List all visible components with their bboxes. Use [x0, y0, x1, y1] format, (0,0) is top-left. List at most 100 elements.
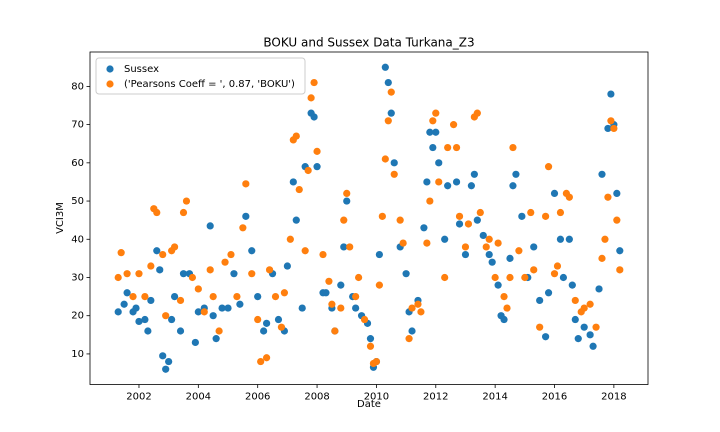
scatter-point: [435, 178, 443, 186]
scatter-point: [257, 357, 265, 366]
scatter-point: [170, 243, 179, 251]
scatter-point: [322, 289, 330, 297]
scatter-point: [574, 335, 582, 343]
scatter-point: [352, 292, 360, 301]
scatter-point: [132, 304, 140, 312]
scatter-point: [260, 327, 268, 335]
plot-frame: [89, 51, 649, 385]
scatter-point: [242, 212, 250, 220]
scatter-point: [399, 239, 407, 247]
scatter-point: [209, 292, 217, 301]
scatter-point: [343, 197, 351, 205]
scatter-point: [141, 315, 149, 324]
scatter-point: [586, 300, 594, 308]
y-tick-label: 20: [71, 311, 84, 322]
scatter-point: [310, 113, 318, 121]
scatter-point: [601, 235, 609, 243]
scatter-point: [470, 170, 478, 178]
scatter-point: [494, 239, 502, 247]
scatter-point: [512, 170, 520, 178]
scatter-point: [277, 323, 286, 331]
scatter-point: [426, 197, 434, 205]
scatter-point: [144, 327, 152, 335]
scatter-point: [491, 273, 499, 282]
scatter-point: [455, 220, 464, 228]
scatter-point: [414, 300, 422, 308]
scatter-point: [432, 128, 440, 136]
scatter-point: [571, 315, 579, 324]
scatter-point: [586, 331, 594, 339]
scatter-point: [503, 304, 511, 312]
scatter-point: [147, 262, 155, 270]
scatter-point: [408, 327, 416, 335]
scatter-point: [162, 365, 170, 373]
legend-marker: [106, 80, 114, 88]
scatter-point: [212, 335, 220, 343]
scatter-point: [494, 281, 502, 289]
scatter-point: [292, 132, 300, 140]
scatter-point: [366, 342, 375, 350]
scatter-point: [473, 109, 481, 117]
scatter-point: [408, 304, 416, 312]
scatter-point: [289, 178, 297, 186]
y-axis-label: VCI3M: [55, 202, 66, 234]
scatter-point: [147, 296, 155, 305]
x-tick-label: 2018: [601, 392, 626, 403]
scatter-point: [355, 273, 363, 282]
scatter-point: [248, 247, 256, 255]
scatter-point: [580, 323, 588, 331]
scatter-point: [387, 88, 395, 96]
scatter-point: [604, 193, 612, 201]
scatter-point: [565, 235, 573, 243]
scatter-point: [500, 292, 508, 301]
scatter-point: [556, 235, 565, 243]
scatter-point: [135, 317, 143, 326]
scatter-point: [589, 342, 597, 350]
scatter-point: [378, 212, 386, 220]
scatter-point: [521, 273, 529, 282]
scatter-point: [179, 270, 188, 278]
scatter-point: [473, 216, 481, 224]
scatter-point: [423, 239, 431, 247]
scatter-point: [206, 266, 214, 274]
scatter-point: [509, 143, 517, 152]
scatter-point: [141, 292, 149, 301]
scatter-point: [556, 208, 565, 217]
scatter-point: [592, 323, 600, 331]
scatter-point: [346, 243, 354, 251]
scatter-point: [168, 315, 176, 324]
scatter-point: [429, 117, 437, 125]
scatter-point: [515, 247, 523, 255]
scatter-point: [221, 258, 229, 266]
scatter-point: [248, 270, 256, 278]
scatter-point: [553, 262, 562, 270]
scatter-point: [429, 143, 437, 152]
scatter-point: [500, 315, 508, 324]
y-tick-label: 70: [71, 120, 84, 131]
scatter-point: [343, 189, 351, 198]
scatter-point: [387, 109, 395, 117]
scatter-point: [340, 243, 348, 251]
scatter-point: [396, 216, 404, 224]
scatter-point: [215, 327, 223, 335]
scatter-point: [485, 250, 493, 259]
scatter-point: [536, 296, 544, 305]
scatter-point: [467, 182, 475, 190]
x-tick-label: 2012: [423, 392, 448, 403]
legend-label: ('Pearsons Coeff = ', 0.87, 'BOKU'): [124, 79, 295, 90]
scatter-point: [188, 273, 196, 282]
scatter-point: [162, 312, 170, 320]
scatter-point: [283, 262, 291, 270]
scatter-point: [313, 163, 321, 171]
scatter-point: [340, 216, 348, 224]
scatter-point: [176, 327, 185, 335]
y-tick-label: 60: [71, 158, 84, 169]
scatter-point: [390, 159, 398, 167]
scatter-point: [607, 90, 615, 98]
scatter-point: [544, 289, 553, 297]
scatter-point: [426, 128, 434, 136]
y-tick-label: 40: [71, 234, 84, 245]
scatter-point: [565, 193, 573, 201]
scatter-point: [194, 308, 202, 316]
scatter-point: [613, 189, 621, 198]
